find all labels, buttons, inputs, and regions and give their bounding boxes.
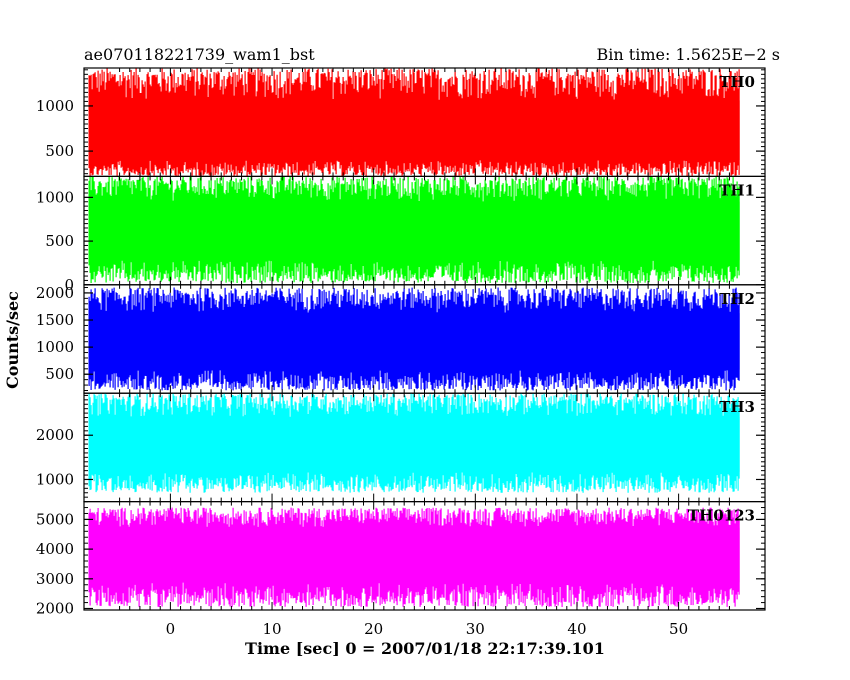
series-core-th2 (89, 313, 740, 370)
x-tick-label: 30 (466, 620, 485, 638)
y-tick-label: 1000 (36, 97, 74, 115)
panel-th0: 500 1000 TH0 (36, 67, 766, 178)
y-tick-label: 500 (45, 232, 74, 250)
x-tick-label: 40 (567, 620, 586, 638)
y-tick-label: 5000 (36, 510, 74, 528)
y-tick-label: 3000 (36, 570, 74, 588)
panel-name-label: TH3 (719, 398, 755, 416)
panel-th1: 0 500 1000 TH1 (36, 175, 766, 294)
series-core-th3 (89, 417, 740, 472)
x-tick-label: 50 (669, 620, 688, 638)
panel-name-label: TH1 (719, 181, 755, 199)
y-tick-label: 500 (45, 142, 74, 160)
chart-title: ae070118221739_wam1_bst (84, 45, 315, 64)
panel-th2: 500 1000 1500 2000 TH2 (36, 284, 766, 394)
y-tick-label: 500 (45, 365, 74, 383)
panels-group: 500 1000 TH0 0 500 1000 TH1 500 1000 1500 2000 TH2 1… (36, 67, 766, 618)
x-tick-label: 20 (364, 620, 383, 638)
y-tick-label: 2000 (36, 426, 74, 444)
series-core-th0123 (89, 527, 740, 583)
bin-time-label: Bin time: 1.5625E−2 s (597, 45, 780, 64)
x-axis: 0 10 20 30 40 50 (166, 620, 689, 638)
y-tick-label: 1000 (36, 470, 74, 488)
panel-th3: 1000 2000 TH3 (36, 392, 766, 503)
panel-name-label: TH0123 (688, 507, 755, 525)
y-tick-label: 1000 (36, 338, 74, 356)
y-tick-label: 2000 (36, 284, 74, 302)
y-tick-label: 1500 (36, 311, 74, 329)
y-axis-label: Counts/sec (3, 291, 22, 389)
series-core-th1 (89, 201, 740, 261)
y-tick-label: 2000 (36, 600, 74, 618)
y-tick-label: 1000 (36, 188, 74, 206)
y-tick-label: 0 (64, 276, 74, 294)
panel-name-label: TH2 (719, 290, 755, 308)
panel-name-label: TH0 (719, 73, 755, 91)
x-tick-label: 10 (262, 620, 281, 638)
y-tick-label: 4000 (36, 540, 74, 558)
x-tick-label: 0 (166, 620, 176, 638)
series-core-th0 (89, 100, 740, 161)
x-axis-label: Time [sec] 0 = 2007/01/18 22:17:39.101 (245, 639, 605, 658)
panel-th0123: 2000 3000 4000 5000 TH0123 (36, 501, 766, 618)
